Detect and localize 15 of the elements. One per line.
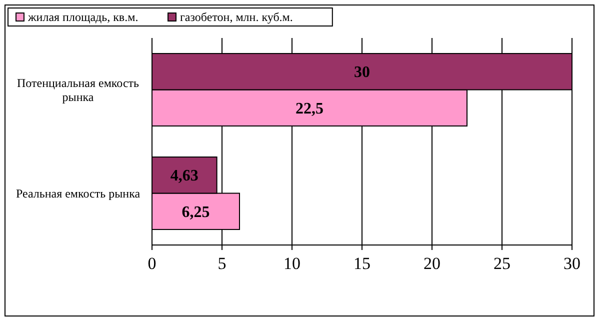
x-tick-label: 20 [424,254,440,273]
legend-label: газобетон, млн. куб.м. [180,10,293,24]
y-tick-label: Реальная емкость рынка [16,186,141,200]
x-tick-label: 30 [564,254,580,273]
data-label: 4,63 [170,168,198,185]
data-label: 6,25 [182,204,210,221]
data-label: 30 [354,64,370,82]
x-tick-label: 10 [284,254,300,273]
legend-label: жилая площадь, кв.м. [27,10,138,24]
x-tick-label: 0 [148,254,156,273]
data-label: 22,5 [296,100,324,118]
x-tick-label: 25 [494,254,510,273]
x-tick-label: 5 [218,254,226,273]
x-tick-label: 15 [354,254,370,273]
y-tick-label: Потенциальная емкость рынка [17,76,140,104]
